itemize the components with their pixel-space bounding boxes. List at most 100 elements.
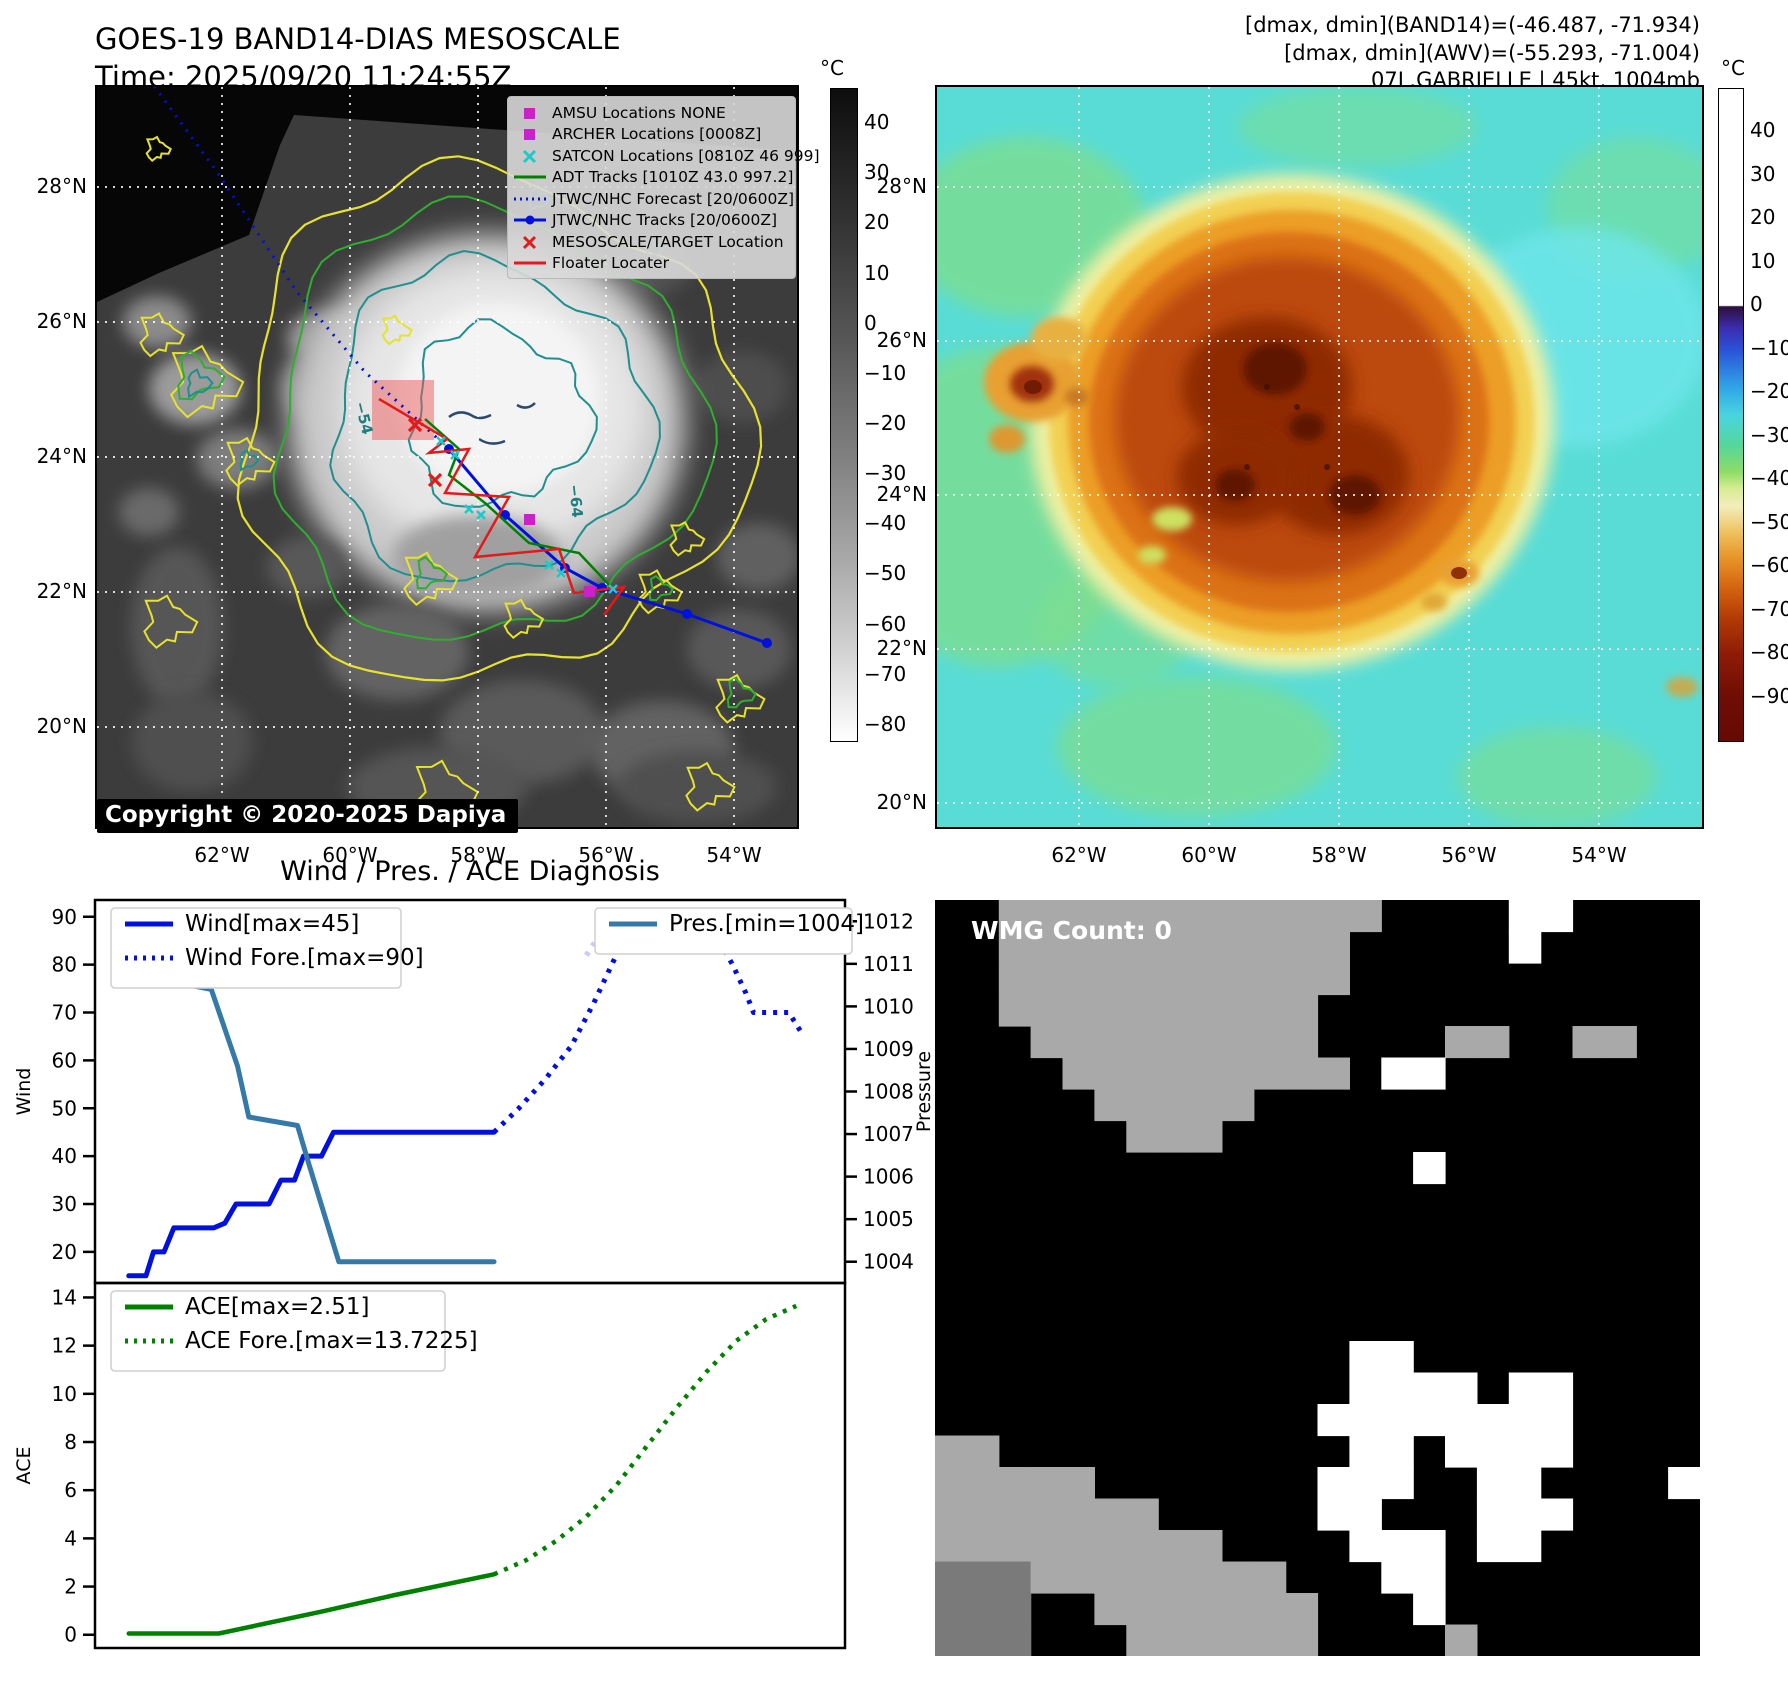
wmg-cell xyxy=(1190,1593,1223,1626)
wmg-cell xyxy=(1158,1120,1191,1153)
wmg-cell xyxy=(1126,1026,1159,1059)
wmg-cell xyxy=(1221,994,1255,1027)
wmg-cell xyxy=(1158,1057,1191,1090)
lon-label: 56°W xyxy=(1441,843,1497,867)
colorbar-tick-label: −50 xyxy=(864,561,907,586)
wmg-cell xyxy=(1126,900,1159,933)
contour-line xyxy=(143,594,199,650)
ir-color-satellite-image xyxy=(937,87,1702,827)
left-map-gridlines xyxy=(97,87,797,827)
lat-label: 28°N xyxy=(36,173,87,198)
band14-map-panel: AMSU Locations NONE ARCHER Locations [000… xyxy=(37,85,820,867)
wmg-cell xyxy=(998,1498,1032,1531)
wmg-cell xyxy=(1030,931,1064,964)
legend-label: ADT Tracks [1010Z 43.0 997.2] xyxy=(552,168,794,187)
tick-label: 60 xyxy=(52,1048,77,1072)
wmg-cell xyxy=(1158,1561,1191,1594)
legend-label: MESOSCALE/TARGET Location xyxy=(552,232,784,251)
tick-label: 0 xyxy=(64,1623,77,1647)
wmg-cell xyxy=(1126,1530,1159,1563)
wmg-cell xyxy=(1445,1624,1478,1657)
wmg-cell xyxy=(1190,1530,1223,1563)
wmg-cell xyxy=(1030,900,1064,933)
wmg-cell xyxy=(1030,1498,1064,1531)
wmg-cell xyxy=(1158,1026,1191,1059)
wmg-cell xyxy=(1413,1372,1446,1405)
wmg-cell xyxy=(1094,900,1127,933)
band14-colorbar xyxy=(830,88,858,742)
square-legend-marker-icon xyxy=(508,126,552,142)
legend-row: JTWC/NHC Tracks [20/0600Z] xyxy=(508,210,795,232)
wmg-cell xyxy=(1285,994,1319,1027)
wmg-cell xyxy=(998,900,1032,933)
wmg-cell xyxy=(1062,1026,1095,1059)
lon-label: 60°W xyxy=(322,843,378,867)
satcon-location-markers xyxy=(436,436,618,594)
wmg-cell xyxy=(1285,1624,1319,1657)
line-legend-marker-icon xyxy=(508,169,552,185)
wmg-cell xyxy=(1381,1341,1414,1374)
wmg-cell xyxy=(1094,1057,1127,1090)
wmg-cell xyxy=(1030,1467,1064,1500)
wmg-cell xyxy=(1094,1530,1127,1563)
tick-label: 8 xyxy=(64,1430,77,1454)
legend-row: MESOSCALE/TARGET Location xyxy=(508,231,795,253)
lon-label: 58°W xyxy=(450,843,506,867)
wmg-cell xyxy=(1381,1372,1414,1405)
colorbar-tick-label: −70 xyxy=(1750,596,1788,621)
cold-pixel-contour xyxy=(448,411,492,420)
chart-legend-label: Pres.[min=1004] xyxy=(669,911,864,937)
wmg-cell xyxy=(1253,931,1287,964)
chart-legend-box xyxy=(594,907,853,955)
tick-label: 14 xyxy=(52,1285,77,1309)
chart-legend-label: ACE Fore.[max=13.7225] xyxy=(185,1328,478,1354)
tick-label: 10 xyxy=(52,1382,77,1406)
contour-line xyxy=(503,598,545,640)
contour-line xyxy=(403,551,459,607)
wmg-cell xyxy=(935,1435,968,1468)
contour-line xyxy=(637,569,683,615)
band14-colorbar-ticks: 40 30 20 10 0 −10 −20 −30 −40 −50 −60 −70 −80 xyxy=(864,88,934,740)
wmg-cell xyxy=(1190,900,1223,933)
dmax-dmin-band14: [dmax, dmin](BAND14)=(-46.487, -71.934) xyxy=(1245,13,1700,37)
storm-info: [dmax, dmin](BAND14)=(-46.487, -71.934) … xyxy=(1150,12,1700,95)
colorbar-tick-label: −30 xyxy=(1750,422,1788,447)
wmg-cell xyxy=(1094,1593,1127,1626)
jtwc-track-line xyxy=(447,448,768,645)
lat-label: 24°N xyxy=(876,482,927,507)
diagnosis-charts: 2030405060708090100410051006100710081009… xyxy=(13,898,935,1650)
lat-label: 22°N xyxy=(36,578,87,603)
wmg-cell xyxy=(1158,900,1191,933)
wmg-cell xyxy=(935,1593,968,1626)
wmg-cell xyxy=(1349,900,1382,933)
contour-line xyxy=(726,677,757,709)
colorbar-tick-label: −60 xyxy=(864,611,907,636)
wmg-cell xyxy=(1476,1498,1510,1531)
wmg-cell xyxy=(998,1561,1032,1594)
wmg-cell xyxy=(1668,1467,1701,1500)
track-overlays xyxy=(152,87,772,648)
wmg-cell xyxy=(1126,1498,1159,1531)
wmg-cell xyxy=(1062,900,1095,933)
wmg-cell xyxy=(935,1530,968,1563)
tick-label: 70 xyxy=(52,1001,77,1025)
wmg-cell xyxy=(1094,931,1127,964)
legend-row: ADT Tracks [1010Z 43.0 997.2] xyxy=(508,167,795,189)
wmg-cell xyxy=(1062,931,1095,964)
lat-label: 22°N xyxy=(876,636,927,661)
contour-line xyxy=(225,436,276,487)
wmg-cell xyxy=(966,1624,1000,1657)
wmg-cell xyxy=(1317,1498,1350,1531)
square-legend-marker-icon xyxy=(508,105,552,121)
contour-line xyxy=(239,448,260,472)
wmg-cell xyxy=(935,1624,968,1657)
wmg-cell xyxy=(1126,1089,1159,1122)
wmg-cell xyxy=(966,1561,1000,1594)
wmg-cell xyxy=(1413,1530,1446,1563)
lon-label: 62°W xyxy=(194,843,250,867)
contour-line xyxy=(415,555,449,590)
ir-colorbar xyxy=(1718,88,1744,742)
wmg-cell xyxy=(998,931,1032,964)
ir-cloud-field xyxy=(937,87,1702,827)
wmg-cell xyxy=(1126,1624,1159,1657)
